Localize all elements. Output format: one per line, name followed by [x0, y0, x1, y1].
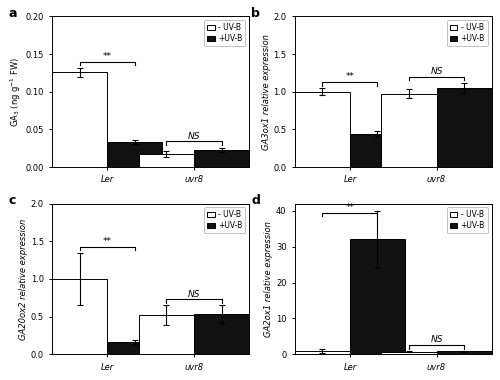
Y-axis label: GA3ox1 relative expression: GA3ox1 relative expression [262, 34, 270, 150]
Bar [436, 88, 492, 167]
Text: b: b [252, 7, 260, 20]
Bar [382, 352, 436, 354]
Y-axis label: GA2ox1 relative expression: GA2ox1 relative expression [264, 221, 273, 337]
Bar [52, 279, 108, 354]
Text: a: a [9, 7, 18, 20]
Legend: - UV-B, +UV-B: - UV-B, +UV-B [204, 20, 246, 46]
Bar [139, 315, 194, 354]
Bar [108, 342, 162, 354]
Legend: - UV-B, +UV-B: - UV-B, +UV-B [447, 20, 488, 46]
Bar [295, 351, 350, 354]
Text: NS: NS [430, 335, 443, 344]
Text: NS: NS [430, 67, 443, 76]
Y-axis label: GA$_3$ (ng g$^{-1}$ FW): GA$_3$ (ng g$^{-1}$ FW) [8, 57, 22, 127]
Text: **: ** [103, 52, 112, 61]
Bar [194, 314, 249, 354]
Text: NS: NS [188, 132, 200, 141]
Text: d: d [252, 195, 260, 207]
Text: **: ** [103, 237, 112, 246]
Bar [295, 92, 350, 167]
Text: **: ** [346, 203, 354, 212]
Y-axis label: GA20ox2 relative expression: GA20ox2 relative expression [19, 218, 28, 340]
Legend: - UV-B, +UV-B: - UV-B, +UV-B [204, 207, 246, 233]
Bar [52, 72, 108, 167]
Text: c: c [9, 195, 16, 207]
Text: **: ** [346, 72, 354, 81]
Bar [194, 150, 249, 167]
Bar [350, 239, 405, 354]
Bar [350, 134, 405, 167]
Bar [108, 142, 162, 167]
Bar [436, 352, 492, 354]
Legend: - UV-B, +UV-B: - UV-B, +UV-B [447, 207, 488, 233]
Bar [382, 94, 436, 167]
Bar [139, 154, 194, 167]
Text: NS: NS [188, 290, 200, 299]
